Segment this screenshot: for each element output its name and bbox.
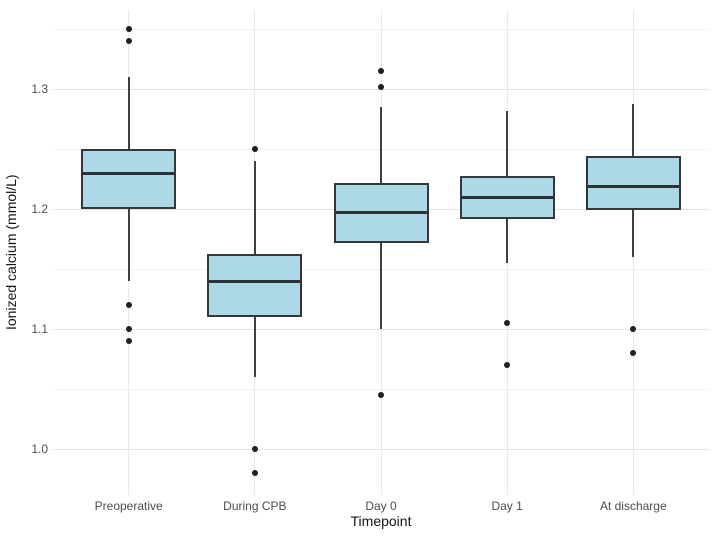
outlier-dot	[251, 146, 258, 153]
box	[81, 149, 177, 210]
x-tick-label: During CPB	[223, 499, 287, 513]
median-line	[587, 184, 679, 188]
y-tick-label: 1.1	[31, 322, 48, 337]
outlier-dot	[125, 38, 132, 45]
whisker-upper	[253, 161, 256, 254]
whisker-upper	[380, 107, 382, 183]
outlier-dot	[125, 26, 132, 33]
x-tick-label: Preoperative	[94, 499, 163, 513]
whisker-lower	[380, 242, 382, 330]
x-tick-label: Day 0	[365, 499, 397, 513]
outlier-dot	[630, 350, 637, 357]
outlier-dot	[125, 326, 132, 333]
outlier-dot	[378, 83, 384, 90]
x-axis-title: Timepoint	[350, 513, 412, 529]
outlier-dot	[125, 302, 132, 309]
box	[207, 253, 303, 318]
y-tick-label: 1.2	[31, 202, 48, 217]
whisker-lower	[632, 210, 635, 258]
outlier-dot	[504, 362, 511, 369]
y-tick-label: 1.0	[31, 442, 48, 457]
y-tick-label: 1.3	[31, 82, 48, 97]
median-line	[209, 279, 301, 283]
outlier-dot	[251, 446, 258, 453]
median-line	[461, 195, 553, 199]
median-line	[335, 211, 427, 215]
outlier-dot	[378, 392, 384, 399]
median-line	[83, 171, 175, 175]
x-tick-label: At discharge	[599, 499, 667, 513]
whisker-lower	[127, 209, 130, 282]
outlier-dot	[504, 320, 511, 327]
whisker-lower	[506, 218, 509, 264]
outlier-dot	[125, 338, 132, 345]
whisker-upper	[506, 110, 509, 176]
outlier-dot	[630, 326, 637, 333]
plot-panel	[53, 10, 709, 495]
outlier-dot	[251, 470, 258, 477]
whisker-lower	[253, 317, 256, 378]
x-tick-label: Day 1	[491, 499, 523, 513]
outlier-dot	[378, 68, 384, 75]
box	[585, 156, 681, 211]
whisker-upper	[632, 103, 635, 157]
whisker-upper	[127, 77, 130, 150]
